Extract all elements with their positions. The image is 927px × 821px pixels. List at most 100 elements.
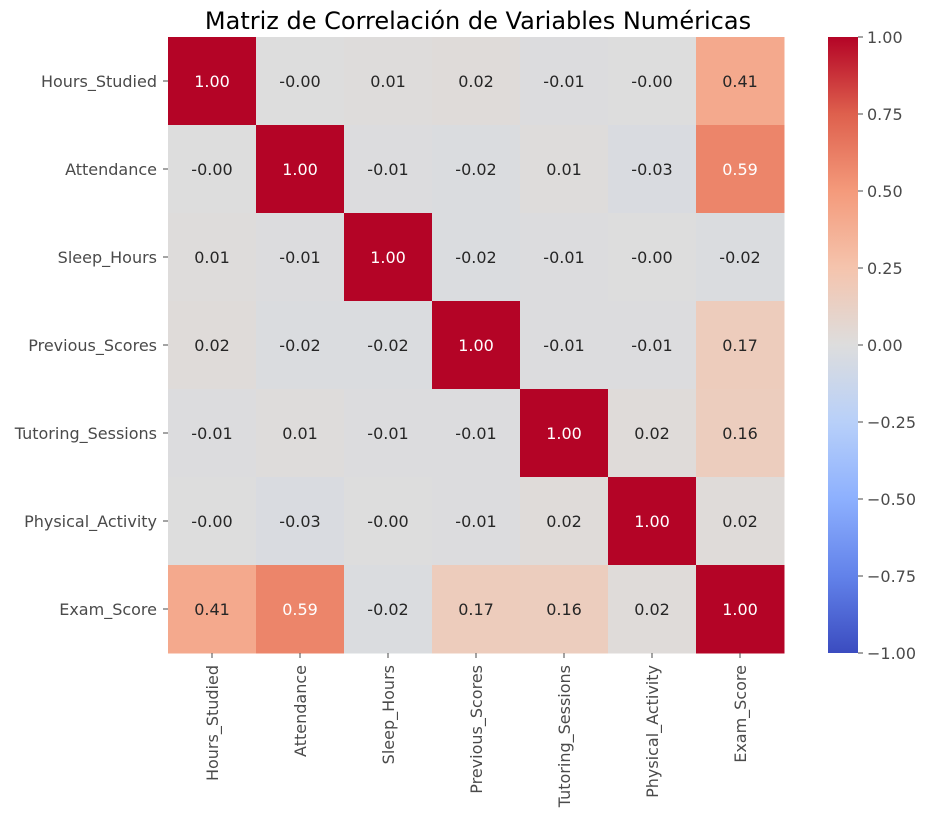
heatmap-cell <box>608 37 697 126</box>
cell-value-label: -0.01 <box>631 336 672 355</box>
heatmap-cell <box>432 213 521 302</box>
cell-value-label: 0.02 <box>634 424 670 443</box>
colorbar-ticks: 1.00 0.75 0.50 0.25 0.00 −0.25 −0.50 −0.75 −1.00 <box>858 28 916 663</box>
heatmap-cell <box>520 565 609 654</box>
heatmap-cell <box>344 125 433 214</box>
cell-value-label: -0.02 <box>367 336 408 355</box>
heatmap-cell <box>344 37 433 126</box>
cell-value-label: -0.00 <box>279 72 320 91</box>
heatmap-cell <box>344 301 433 390</box>
cell-value-label: -0.01 <box>543 248 584 267</box>
cell-value-label: -0.01 <box>455 512 496 531</box>
cell-value-label: 1.00 <box>370 248 406 267</box>
heatmap-cell <box>432 301 521 390</box>
cell-value-label: -0.01 <box>543 336 584 355</box>
heatmap-cell <box>608 477 697 566</box>
cell-value-label: 0.41 <box>194 600 230 619</box>
heatmap-cell <box>256 301 345 390</box>
heatmap-cell <box>696 389 785 478</box>
cell-value-label: -0.00 <box>631 248 672 267</box>
cell-value-label: -0.02 <box>367 600 408 619</box>
colorbar-tick-label: 0.50 <box>867 182 903 201</box>
colorbar <box>828 37 858 653</box>
heatmap-cell <box>608 389 697 478</box>
cell-value-label: 0.41 <box>722 72 758 91</box>
heatmap-cell <box>432 389 521 478</box>
heatmap-cell <box>432 37 521 126</box>
column-tick-label: Hours_Studied <box>203 665 223 781</box>
cell-value-label: -0.02 <box>455 160 496 179</box>
cell-value-label: 1.00 <box>634 512 670 531</box>
heatmap-cell <box>696 301 785 390</box>
heatmap-cell <box>432 477 521 566</box>
heatmap-cell <box>256 37 345 126</box>
cell-value-label: -0.03 <box>279 512 320 531</box>
row-tick-label: Previous_Scores <box>28 336 157 356</box>
cell-value-label: -0.01 <box>367 424 408 443</box>
heatmap-cell <box>696 37 785 126</box>
heatmap-cell <box>168 389 257 478</box>
heatmap-cell <box>520 125 609 214</box>
heatmap-cell <box>432 565 521 654</box>
heatmap-cell <box>256 213 345 302</box>
cell-value-label: 1.00 <box>194 72 230 91</box>
cell-value-label: -0.01 <box>191 424 232 443</box>
heatmap-cell <box>168 565 257 654</box>
cell-value-label: -0.01 <box>279 248 320 267</box>
column-tick-label: Exam_Score <box>731 665 751 763</box>
column-tick-label: Previous_Scores <box>467 665 487 794</box>
heatmap-cell <box>344 213 433 302</box>
heatmap-cell <box>608 565 697 654</box>
column-tick-label: Attendance <box>291 665 310 757</box>
column-tick-labels: Hours_Studied Attendance Sleep_Hours Previo… <box>203 653 751 808</box>
heatmap-cell <box>696 213 785 302</box>
chart-title: Matriz de Correlación de Variables Numér… <box>205 7 751 35</box>
heatmap-cell <box>168 477 257 566</box>
heatmap-cell <box>608 125 697 214</box>
heatmap-cell <box>344 477 433 566</box>
cell-value-label: -0.01 <box>367 160 408 179</box>
row-tick-label: Exam_Score <box>59 600 157 620</box>
heatmap-cell <box>168 125 257 214</box>
cell-value-label: 0.01 <box>282 424 318 443</box>
cell-value-label: -0.00 <box>191 160 232 179</box>
heatmap-cell <box>256 389 345 478</box>
cell-value-label: 0.59 <box>722 160 758 179</box>
heatmap-cell <box>168 301 257 390</box>
column-tick-label: Tutoring_Sessions <box>555 665 575 808</box>
cell-value-label: 0.01 <box>546 160 582 179</box>
heatmap-cell <box>520 389 609 478</box>
row-tick-labels: Hours_Studied Attendance Sleep_Hours Previo… <box>14 72 168 620</box>
heatmap-cell <box>432 125 521 214</box>
cell-value-label: -0.02 <box>455 248 496 267</box>
cell-value-label: -0.00 <box>367 512 408 531</box>
cell-value-label: 0.01 <box>194 248 230 267</box>
row-tick-label: Tutoring_Sessions <box>14 424 157 444</box>
heatmap-cell <box>608 301 697 390</box>
heatmap-cell <box>168 37 257 126</box>
cell-value-label: 0.02 <box>458 72 494 91</box>
cell-value-label: -0.01 <box>455 424 496 443</box>
column-tick-label: Physical_Activity <box>643 665 663 798</box>
cell-value-label: 0.17 <box>458 600 494 619</box>
cell-value-label: -0.03 <box>631 160 672 179</box>
cell-value-label: 1.00 <box>282 160 318 179</box>
heatmap-cell <box>256 477 345 566</box>
heatmap-cell <box>520 477 609 566</box>
colorbar-tick-label: −0.50 <box>867 490 916 509</box>
heatmap-cell <box>344 565 433 654</box>
heatmap-cell <box>168 213 257 302</box>
colorbar-tick-label: −0.25 <box>867 413 916 432</box>
cell-value-label: 0.02 <box>634 600 670 619</box>
heatmap-cell <box>256 565 345 654</box>
cell-value-label: 0.02 <box>722 512 758 531</box>
heatmap-cell <box>520 301 609 390</box>
cell-value-label: 0.16 <box>546 600 582 619</box>
heatmap-cell <box>696 565 785 654</box>
cell-value-label: 1.00 <box>458 336 494 355</box>
cell-value-label: 0.59 <box>282 600 318 619</box>
cell-value-label: 0.01 <box>370 72 406 91</box>
heatmap-cell <box>696 477 785 566</box>
row-tick-label: Hours_Studied <box>41 72 157 92</box>
heatmap-cell <box>520 213 609 302</box>
